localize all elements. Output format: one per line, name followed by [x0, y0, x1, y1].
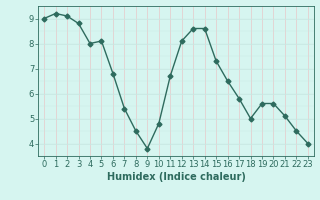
X-axis label: Humidex (Indice chaleur): Humidex (Indice chaleur) — [107, 172, 245, 182]
